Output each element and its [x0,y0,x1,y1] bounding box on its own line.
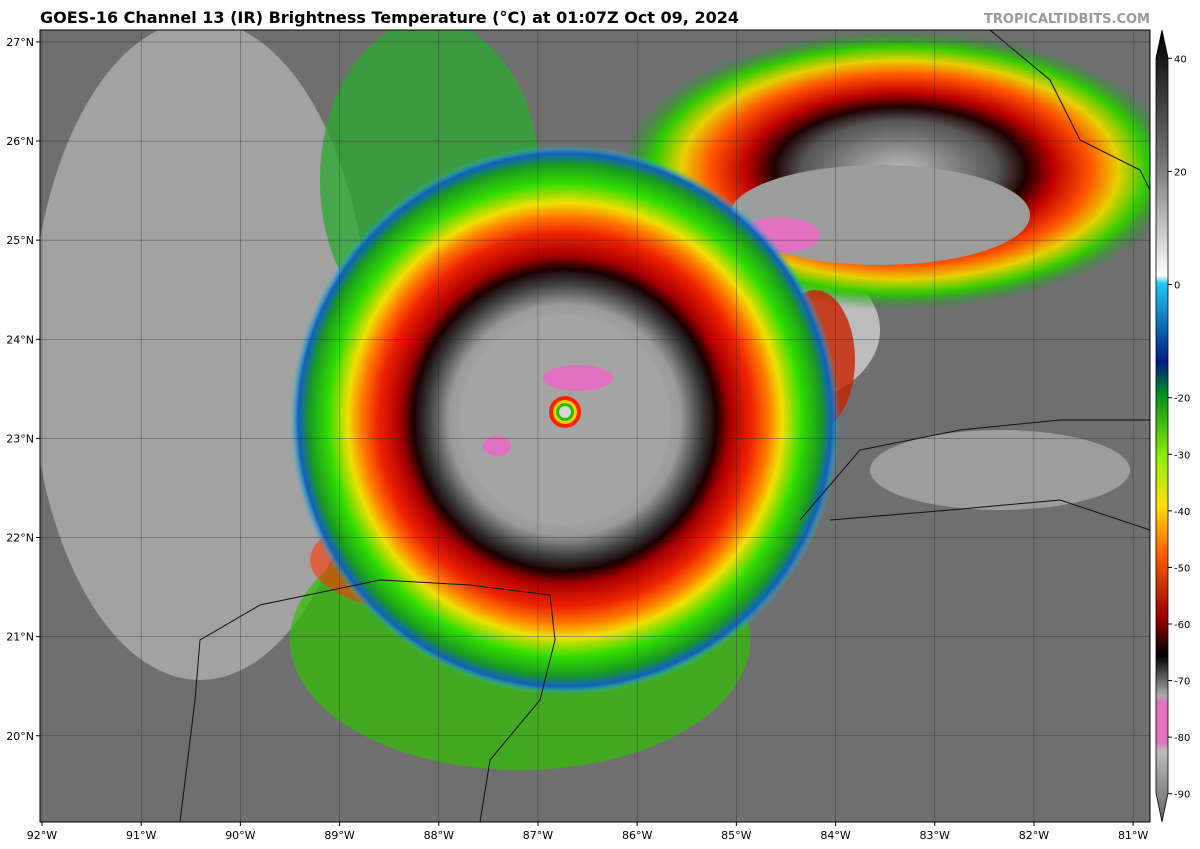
x-tick-label: 88°W [424,829,454,842]
x-tick-label: 87°W [523,829,553,842]
x-tick-label: 86°W [622,829,652,842]
credit: TROPICALTIDBITS.COM [984,12,1150,27]
x-tick-label: 84°W [820,829,850,842]
x-tick-label: 89°W [324,829,354,842]
x-tick-label: 91°W [126,829,156,842]
x-tick-label: 85°W [721,829,751,842]
colorbar-tick-label: -50 [1174,563,1190,574]
x-tick-label: 90°W [225,829,255,842]
colorbar-tick-label: 40 [1174,54,1187,65]
y-tick-label: 20°N [6,730,34,743]
y-tick-label: 22°N [6,532,34,545]
x-tick-label: 81°W [1118,829,1148,842]
x-tick-label: 83°W [920,829,950,842]
colorbar-tick-label: -20 [1174,394,1190,405]
title: GOES-16 Channel 13 (IR) Brightness Tempe… [40,8,739,27]
y-tick-label: 25°N [6,234,34,247]
colorbar-tick-label: -80 [1174,733,1190,744]
colorbar-tick-label: -60 [1174,620,1190,631]
y-tick-label: 27°N [6,36,34,49]
colorbar-tick-label: 20 [1174,167,1187,178]
y-tick-label: 21°N [6,631,34,644]
colorbar-tick-label: -30 [1174,450,1190,461]
colorbar-tick-label: -40 [1174,507,1190,518]
colorbar [1155,29,1169,823]
colorbar-tick-label: -70 [1174,677,1190,688]
y-tick-label: 26°N [6,135,34,148]
satellite-image [40,30,1150,822]
x-tick-label: 82°W [1019,829,1049,842]
colorbar-tick-label: 0 [1174,281,1180,292]
y-tick-label: 24°N [6,333,34,346]
colorbar-tick-label: -90 [1174,790,1190,801]
y-tick-label: 23°N [6,432,34,445]
x-tick-label: 92°W [27,829,57,842]
map-frame [39,29,1151,823]
